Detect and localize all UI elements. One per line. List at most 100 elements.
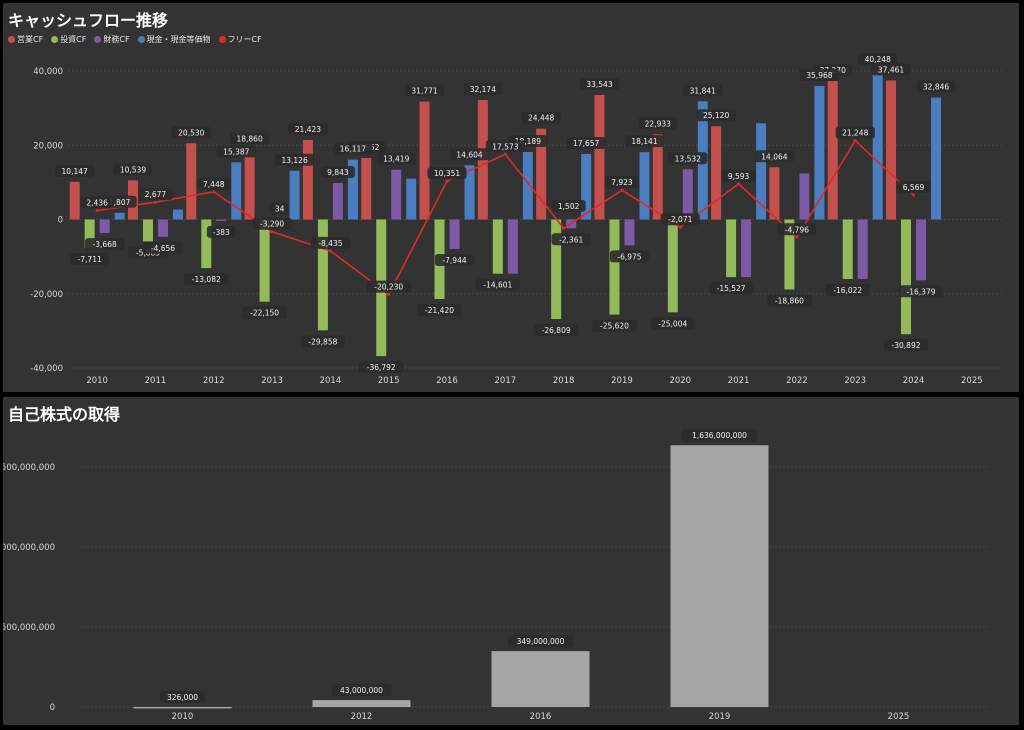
data-label-investing: -7,711 (78, 255, 102, 264)
data-label-financing-bg (376, 152, 416, 165)
legend-item-cash[interactable]: 現金・現金等価物 (137, 34, 211, 45)
point-free-cf (270, 230, 274, 234)
bar-financing (916, 219, 927, 281)
bar-investing (259, 219, 270, 302)
data-label-free-bg (366, 280, 411, 293)
bar-financing (507, 219, 518, 274)
data-label-financing: -3,668 (93, 240, 117, 249)
data-label-operating: 10,539 (120, 165, 146, 174)
x-tick-label: 2016 (530, 712, 552, 722)
data-label-cash: 18,141 (631, 137, 657, 146)
data-label-financing: 13,419 (383, 155, 409, 164)
data-label-operating: 22,933 (645, 119, 671, 128)
data-label-investing: -26,809 (542, 326, 571, 335)
data-label-operating-bg (113, 163, 153, 176)
data-label-free: -3,290 (260, 220, 284, 229)
x-tick-label: 2023 (844, 376, 866, 386)
data-label-cash-bg (449, 148, 490, 161)
data-label-financing: -4,656 (151, 244, 175, 253)
data-label-free-bg (485, 140, 525, 153)
legend-label-operating: 営業CF (17, 35, 44, 44)
data-label-operating: 18,860 (236, 134, 262, 143)
data-label-investing-bg (533, 324, 579, 337)
data-label-operating-bg (171, 126, 211, 139)
bar-investing (317, 219, 328, 331)
legend-item-investing[interactable]: 投資CF (51, 34, 86, 45)
legend-swatch-operating (8, 36, 15, 43)
data-label-free: 17,573 (492, 142, 518, 151)
data-label-operating: 24,448 (528, 114, 554, 123)
x-tick-label: 2025 (961, 376, 983, 386)
bar-investing (609, 219, 620, 315)
bar-cash (406, 178, 417, 220)
bar-cash (114, 212, 125, 220)
data-label-investing: -25,004 (658, 319, 687, 328)
data-label-investing-bg (417, 304, 462, 317)
data-label-investing: -30,892 (892, 341, 921, 350)
bar-investing (492, 219, 503, 274)
legend-item-operating[interactable]: 営業CF (8, 34, 43, 45)
y-tick-label: 0 (50, 703, 55, 713)
bar-buyback (491, 651, 590, 707)
data-label-free-bg (777, 223, 817, 236)
cashflow-chart-panel: キャッシュフロー推移 営業CF 投資CF 財務CF 現金・現金等価物 フリーCF… (3, 3, 1019, 392)
data-label-operating-bg (463, 83, 503, 96)
x-tick-label: 2022 (786, 376, 808, 386)
point-free-cf (912, 193, 916, 197)
bar-buyback (312, 700, 411, 707)
point-free-cf (562, 226, 566, 230)
legend-swatch-cash (137, 36, 145, 43)
bar-investing (901, 219, 912, 335)
data-label-investing-bg (708, 282, 754, 295)
bar-operating (361, 158, 372, 220)
bar-financing (624, 219, 635, 246)
data-label-cash-bg (566, 136, 606, 149)
data-label-free: 2,436 (86, 198, 108, 207)
bar-cash (522, 151, 533, 220)
bar-operating (827, 81, 838, 220)
bar-operating (711, 126, 722, 220)
data-label-financing: 9,843 (327, 168, 349, 177)
bar-operating (69, 181, 80, 220)
bar-cash (172, 209, 183, 220)
x-tick-label: 2025 (888, 712, 910, 722)
bar-investing (842, 219, 853, 279)
data-label-investing-bg (767, 294, 812, 307)
legend-item-free[interactable]: フリーCF (218, 34, 262, 45)
data-label-financing: -383 (213, 228, 230, 237)
data-label-free: -8,435 (318, 239, 342, 248)
data-label-cash: 40,248 (865, 55, 891, 64)
bar-cash (347, 159, 358, 220)
data-label-financing-bg (434, 253, 475, 266)
data-label-investing-bg (475, 278, 521, 291)
data-label-investing-bg (359, 361, 404, 374)
point-free-cf (445, 179, 449, 183)
data-label-investing-bg (70, 253, 110, 266)
data-label-free: 9,593 (728, 172, 750, 181)
data-label-cash-bg (333, 142, 373, 155)
data-label-free: 21,248 (842, 129, 868, 138)
y-tick-label: 20,000 (33, 141, 63, 151)
data-label-cash: 18,189 (515, 137, 541, 146)
data-label-buyback: 349,000,000 (517, 637, 565, 646)
data-label-operating: 10,147 (62, 167, 88, 176)
bar-buyback (670, 445, 769, 707)
data-label-cash-bg (216, 145, 256, 158)
data-label-free-bg (604, 176, 639, 189)
data-label-financing: -6,975 (617, 252, 641, 261)
data-label-operating: 21,423 (295, 125, 321, 134)
data-label-cash: 32,846 (923, 83, 949, 92)
data-label-investing: -16,022 (833, 286, 862, 295)
data-label-buyback-bg (507, 635, 574, 648)
y-tick-label: 1,500,000,000 (3, 463, 55, 473)
legend-label-investing: 投資CF (60, 35, 87, 44)
data-label-free: -4,796 (785, 225, 809, 234)
data-label-free: -2,071 (668, 215, 692, 224)
bar-investing (726, 219, 737, 278)
x-tick-label: 2018 (553, 376, 575, 386)
legend-label-free: フリーCF (227, 35, 262, 44)
bar-cash (464, 165, 475, 220)
data-label-free-bg (896, 181, 931, 194)
data-label-investing: -21,420 (425, 306, 454, 315)
legend-item-financing[interactable]: 財務CF (94, 34, 130, 45)
